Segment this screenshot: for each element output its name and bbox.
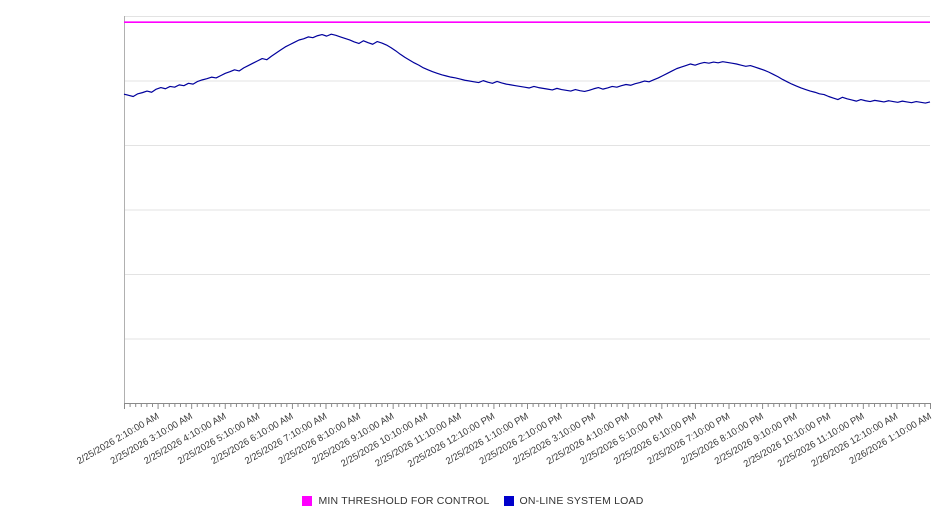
series-on-line-system-load: [123, 33, 931, 104]
legend-entry-system-load[interactable]: ON-LINE SYSTEM LOAD: [503, 495, 644, 507]
legend-swatch-blue: [503, 496, 514, 507]
legend-swatch-magenta: [302, 496, 313, 507]
gridline-group: [124, 16, 930, 404]
legend-label-min-threshold: MIN THRESHOLD FOR CONTROL: [318, 495, 490, 507]
x-tick-group: [124, 403, 931, 409]
legend-label-system-load: ON-LINE SYSTEM LOAD: [519, 495, 644, 507]
legend-entry-min-threshold[interactable]: MIN THRESHOLD FOR CONTROL: [302, 496, 489, 507]
chart-legend: MIN THRESHOLD FOR CONTROL ON-LINE SYSTEM…: [0, 496, 946, 507]
